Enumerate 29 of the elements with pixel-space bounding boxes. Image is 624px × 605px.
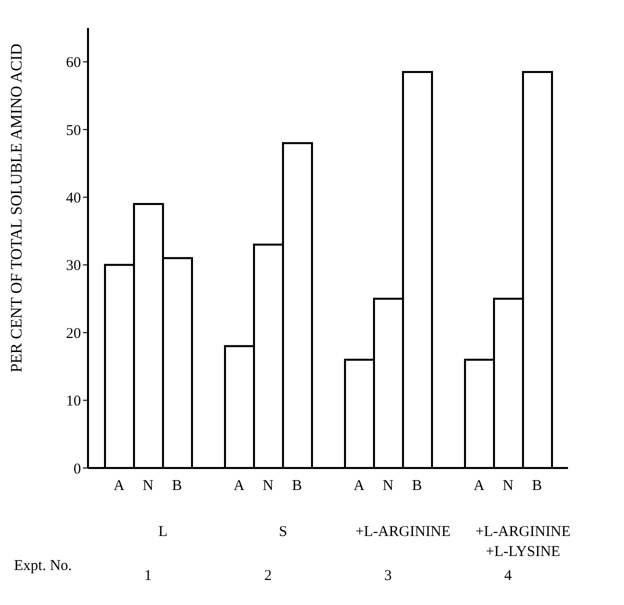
text: 4 <box>504 568 512 584</box>
text: A <box>474 478 484 494</box>
series-label: N <box>142 478 154 494</box>
x-tick-label: +L-ARGININE <box>355 524 451 540</box>
x-axis-title: Expt. No. <box>14 558 72 575</box>
y-tick-label: 40 <box>66 190 81 207</box>
text: N <box>502 478 514 494</box>
text: N <box>262 478 274 494</box>
x-tick-label: S <box>278 524 288 540</box>
series-label: B <box>172 478 182 494</box>
text: B <box>292 478 302 494</box>
text: A <box>354 478 364 494</box>
text: 3 <box>384 568 392 584</box>
text: N <box>382 478 394 494</box>
text: A <box>234 478 244 494</box>
text: B <box>412 478 422 494</box>
y-axis-title: PER CENT OF TOTAL SOLUBLE AMINO ACID <box>8 44 26 372</box>
y-tick-label: 30 <box>66 258 81 274</box>
text: B <box>532 478 542 494</box>
series-label: A <box>114 478 125 494</box>
y-tick-label: 50 <box>66 122 81 139</box>
x-tick-label: +L-ARGININE +L-LYSINE <box>475 524 571 560</box>
text: 1 <box>144 568 152 584</box>
text: 2 <box>264 568 272 584</box>
y-tick-label: 10 <box>66 394 81 410</box>
y-tick-label: 60 <box>66 55 81 72</box>
y-tick-label: 0 <box>74 461 81 478</box>
x-tick-label: L <box>158 524 168 540</box>
y-tick-label: 20 <box>66 326 81 342</box>
